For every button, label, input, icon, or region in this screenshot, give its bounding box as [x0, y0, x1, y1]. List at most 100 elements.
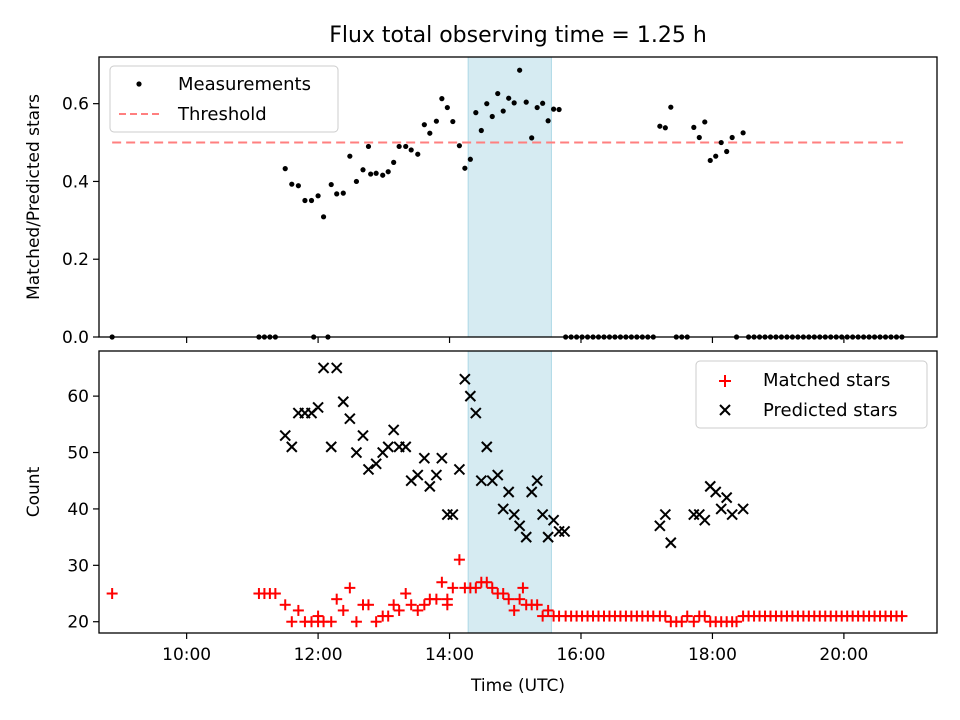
matched-star-point [388, 599, 400, 611]
predicted-star-point [536, 508, 549, 521]
measurement-point [289, 181, 295, 187]
measurement-point [506, 95, 512, 101]
matched-star-point [688, 616, 700, 628]
matched-star-point [542, 604, 554, 616]
top-y-axis-label: Matched/Predicted stars [24, 94, 44, 300]
top-y-tick-label: 0.2 [62, 250, 89, 270]
matched-star-point [370, 616, 382, 628]
measurement-point [517, 67, 523, 73]
predicted-star-point [382, 441, 394, 453]
measurement-point [360, 167, 366, 173]
measurement-point [439, 96, 445, 102]
top-legend: Measurements Threshold [109, 65, 339, 133]
predicted-star-point [344, 412, 356, 425]
measurement-point [696, 134, 702, 141]
measurement-point [340, 190, 346, 196]
measurement-point [657, 123, 663, 129]
matched-star-point [676, 616, 688, 628]
legend-predicted-label: Predicted stars [763, 400, 897, 421]
predicted-stars-points [279, 362, 749, 549]
predicted-star-point [715, 503, 727, 515]
matched-star-point [412, 604, 424, 616]
measurement-point [385, 169, 391, 175]
predicted-star-point [720, 491, 733, 504]
matched-star-point [325, 616, 337, 628]
predicted-star-point [654, 520, 666, 532]
predicted-star-point [436, 452, 448, 464]
measurement-points [109, 67, 905, 340]
matched-star-point [441, 599, 453, 611]
predicted-star-point [497, 503, 509, 515]
measurement-point [484, 101, 490, 107]
predicted-star-point [531, 475, 543, 487]
measurement-point [478, 127, 484, 134]
matched-star-point [503, 593, 515, 605]
measurement-point [702, 119, 708, 125]
measurement-point [408, 147, 414, 153]
observing-window-highlight [467, 56, 552, 338]
x-tick-label: 10:00 [162, 645, 211, 665]
predicted-star-point [547, 514, 560, 526]
bottom-axis-ticks: 20 30 40 50 60 10:00 12:00 14:00 16:00 18:00 20:00 [67, 387, 868, 665]
matched-star-point [896, 610, 908, 622]
predicted-star-point [312, 401, 324, 414]
measurement-point [740, 130, 746, 136]
matched-star-point [447, 582, 459, 594]
predicted-star-point [286, 441, 298, 453]
measurement-point [415, 151, 421, 157]
matched-star-point [350, 616, 362, 628]
measurement-point [718, 139, 724, 146]
predicted-star-point [508, 508, 520, 521]
measurement-point [328, 181, 334, 188]
matched-star-point [537, 610, 549, 622]
matched-star-point [514, 593, 526, 605]
measurement-point [373, 170, 379, 176]
measurement-point [523, 99, 529, 105]
predicted-star-point [337, 396, 349, 408]
measurement-point [315, 193, 321, 199]
predicted-star-point [447, 508, 459, 521]
measurement-point [444, 104, 450, 111]
measurement-point [713, 153, 719, 159]
matched-star-point [430, 593, 442, 605]
predicted-star-point [710, 486, 722, 498]
matched-star-point [486, 582, 498, 594]
matched-stars-points [106, 554, 908, 628]
measurement-point [282, 166, 288, 172]
predicted-star-point [470, 407, 482, 419]
predicted-star-point [558, 525, 571, 538]
measurement-point [353, 178, 360, 185]
predicted-star-point [325, 441, 337, 453]
matched-star-point [279, 599, 291, 611]
bottom-y-tick-label: 60 [67, 387, 89, 407]
matched-star-point [418, 599, 430, 611]
predicted-star-point [362, 463, 375, 476]
measurement-point [691, 124, 697, 130]
measurement-point [724, 148, 730, 155]
x-tick-label: 14:00 [425, 645, 474, 665]
x-axis-label: Time (UTC) [470, 676, 565, 696]
predicted-star-point [464, 390, 477, 402]
bottom-legend-box [695, 360, 928, 429]
measurement-point [556, 106, 562, 113]
measurement-point [347, 153, 353, 159]
top-y-tick-label: 0.6 [62, 95, 89, 115]
measurement-point [534, 104, 540, 111]
measurement-point [529, 135, 535, 141]
matched-star-point [497, 588, 509, 600]
measurement-point [427, 130, 433, 136]
measurement-point [489, 113, 495, 120]
measurement-point [403, 143, 409, 150]
predicted-star-point [699, 514, 711, 526]
bottom-y-tick-label: 30 [67, 556, 89, 576]
predicted-star-point [387, 424, 400, 436]
matched-star-point [531, 599, 543, 611]
predicted-star-point [418, 452, 431, 464]
predicted-star-point [520, 531, 532, 543]
top-legend-box [109, 65, 339, 133]
legend-threshold-label: Threshold [177, 104, 267, 125]
predicted-star-point [659, 508, 672, 521]
predicted-star-point [453, 463, 466, 476]
measurement-point [511, 100, 517, 106]
measurement-point [462, 165, 468, 171]
